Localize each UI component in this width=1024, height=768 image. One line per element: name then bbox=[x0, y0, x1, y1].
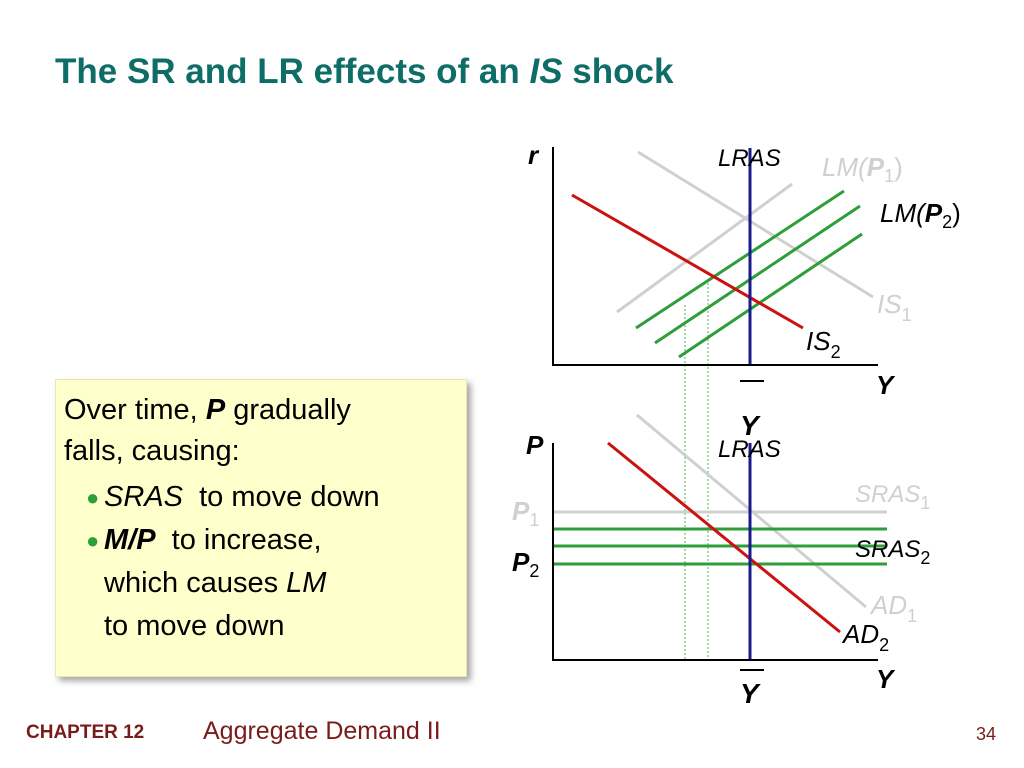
callout-bullet-2: ● M/P to increase, which causes LM to mov… bbox=[64, 519, 456, 648]
top-graph: r Y Y LRAS LM(P1) LM(P2) IS1 IS2 bbox=[528, 140, 961, 660]
callout-bullet-1: ● SRAS to move down bbox=[64, 476, 456, 519]
title-text-pre: The SR and LR effects of an bbox=[55, 52, 530, 91]
p2-label: P2 bbox=[512, 547, 539, 581]
ad2-label: AD2 bbox=[841, 619, 889, 655]
lm1-curve bbox=[616, 182, 793, 314]
callout-line1-pre: Over time, bbox=[64, 394, 206, 426]
callout-line-1: Over time, P gradually bbox=[64, 390, 456, 431]
title-text-italic: IS bbox=[529, 52, 563, 91]
sras1-label: SRAS1 bbox=[855, 481, 930, 513]
is2-curve bbox=[571, 193, 804, 330]
callout-line1-post: gradually bbox=[225, 394, 351, 426]
explanation-callout: Over time, P gradually falls, causing: ●… bbox=[55, 379, 467, 677]
lm2-curve bbox=[678, 232, 863, 359]
bullet2-cont1-italic: LM bbox=[286, 567, 327, 599]
lm-shift-curve-a bbox=[635, 189, 845, 330]
is1-label: IS1 bbox=[877, 289, 912, 325]
top-axes bbox=[552, 147, 878, 366]
is1-curve bbox=[637, 150, 874, 299]
bullet2-bold: M/P bbox=[104, 524, 156, 556]
bottom-graph: P Y Y LRAS P1 P2 SRAS1 SRAS2 AD1 AD2 bbox=[512, 413, 930, 709]
ad2-curve bbox=[607, 441, 841, 634]
bullet2-continuation-2: to move down bbox=[104, 610, 285, 642]
bottom-y-axis-label: P bbox=[526, 430, 544, 460]
bullet1-text: to move down bbox=[191, 481, 380, 513]
top-x-axis-label: Y bbox=[876, 370, 896, 400]
bottom-ybar-label: Y bbox=[740, 678, 761, 709]
title-text-post: shock bbox=[562, 52, 674, 91]
bullet2-continuation-1: which causes LM bbox=[104, 562, 456, 605]
is2-label: IS2 bbox=[806, 326, 841, 362]
lm2-label: LM(P2) bbox=[880, 198, 961, 232]
callout-line-2: falls, causing: bbox=[64, 435, 240, 467]
lm-shift-curve-b bbox=[654, 204, 861, 345]
top-lras-label: LRAS bbox=[718, 145, 781, 172]
p1-label: P1 bbox=[512, 496, 539, 530]
callout-bullet-list: ● SRAS to move down ● M/P to increase, whi… bbox=[64, 476, 456, 648]
footer-title: Aggregate Demand II bbox=[203, 717, 441, 745]
top-y-axis-label: r bbox=[528, 140, 540, 170]
bottom-x-axis-label: Y bbox=[876, 664, 896, 694]
bullet2-text: to increase, bbox=[163, 524, 322, 556]
slide-title: The SR and LR effects of an IS shock bbox=[55, 52, 673, 92]
bullet2-cont1-pre: which causes bbox=[104, 567, 287, 599]
bottom-lras-label: LRAS bbox=[718, 436, 781, 463]
bullet1-italic: SRAS bbox=[104, 481, 183, 513]
sras2-label: SRAS2 bbox=[855, 536, 930, 568]
top-ybar-label: Y bbox=[740, 410, 761, 441]
callout-line1-bold: P bbox=[205, 394, 226, 426]
bullet-dot-icon: ● bbox=[86, 528, 100, 553]
ad1-label: AD1 bbox=[869, 590, 917, 626]
bottom-axes bbox=[552, 443, 878, 661]
footer-chapter: CHAPTER 12 bbox=[26, 722, 145, 743]
page-number: 34 bbox=[975, 724, 996, 744]
bullet-dot-icon: ● bbox=[86, 485, 100, 510]
lm1-label: LM(P1) bbox=[822, 152, 903, 186]
